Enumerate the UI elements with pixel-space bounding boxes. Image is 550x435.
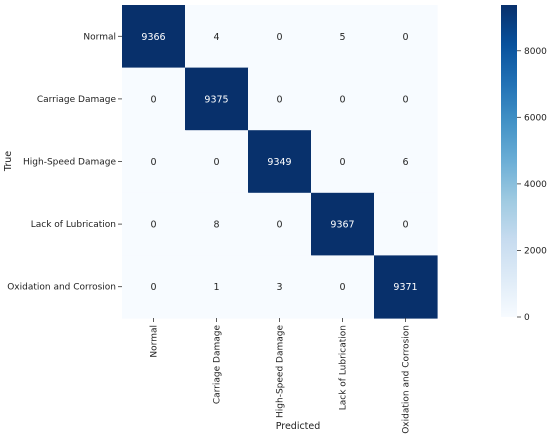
cell-value-label: 0 xyxy=(150,94,156,105)
heatmap-cell xyxy=(248,67,312,131)
heatmap-cell xyxy=(185,255,249,319)
colorbar-tick-label: 4000 xyxy=(524,180,547,190)
x-tick-label: Lack of Lubrication xyxy=(339,325,349,410)
cell-value-label: 0 xyxy=(276,220,282,231)
heatmap-cell xyxy=(374,255,438,319)
cell-value-label: 0 xyxy=(150,282,156,293)
heatmap-cell xyxy=(185,67,249,131)
heatmap-cell xyxy=(122,130,186,194)
x-tick-label: Oxidation and Corrosion xyxy=(402,325,412,434)
cell-value-label: 0 xyxy=(402,220,408,231)
y-tick-label: Lack of Lubrication xyxy=(31,220,116,230)
colorbar-tick-label: 6000 xyxy=(524,113,547,123)
colorbar-tick-label: 0 xyxy=(524,313,530,323)
heatmap-cell xyxy=(122,192,186,256)
cell-value-label: 0 xyxy=(339,94,345,105)
heatmap-cell xyxy=(374,67,438,131)
cell-value-label: 0 xyxy=(150,220,156,231)
cell-value-label: 0 xyxy=(213,157,219,168)
x-axis-label: Predicted xyxy=(276,421,321,432)
colorbar-tick-label: 2000 xyxy=(524,246,547,256)
cell-value-label: 0 xyxy=(402,94,408,105)
cell-value-label: 0 xyxy=(402,32,408,43)
cell-value-label: 0 xyxy=(150,157,156,168)
cell-value-label: 0 xyxy=(339,282,345,293)
heatmap-cell xyxy=(185,192,249,256)
y-tick-label: Carriage Damage xyxy=(37,95,117,105)
heatmap-cell xyxy=(122,255,186,319)
cell-value-label: 9349 xyxy=(267,157,291,168)
x-axis-ticks: Normal Carriage Damage High-Speed Damage La… xyxy=(150,318,412,434)
y-tick-label: High-Speed Damage xyxy=(23,158,116,168)
heatmap-cell xyxy=(311,130,375,194)
heatmap-cell xyxy=(374,130,438,194)
cell-value-label: 4 xyxy=(213,32,219,43)
x-tick-label: Normal xyxy=(150,325,160,358)
cell-value-label: 9367 xyxy=(330,220,354,231)
colorbar-tick-label: 8000 xyxy=(524,47,547,57)
cell-value-label: 1 xyxy=(213,282,219,293)
heatmap-cell xyxy=(122,5,186,69)
cell-value-label: 9375 xyxy=(204,94,228,105)
cell-value-label: 8 xyxy=(213,220,219,231)
y-tick-label: Normal xyxy=(83,32,116,42)
heatmap-cell xyxy=(248,130,312,194)
cell-value-label: 0 xyxy=(339,157,345,168)
x-tick-label: High-Speed Damage xyxy=(276,325,286,418)
heatmap-cell xyxy=(311,5,375,69)
heatmap-cell xyxy=(311,67,375,131)
cell-value-label: 6 xyxy=(402,157,408,168)
colorbar-ticks: 0 2000 4000 6000 8000 xyxy=(517,47,547,323)
heatmap-cell xyxy=(185,5,249,69)
heatmap-cell xyxy=(248,5,312,69)
heatmap-cell xyxy=(185,130,249,194)
heatmap-cells: 9366 4 0 5 0 0 9375 0 0 0 0 0 9349 0 6 0 8 0 9367 0 0 1 3 0 9371 xyxy=(122,5,438,319)
heatmap-cell xyxy=(374,5,438,69)
x-tick-label: Carriage Damage xyxy=(213,325,223,405)
heatmap-cell xyxy=(311,255,375,319)
heatmap-cell xyxy=(122,67,186,131)
heatmap-cell xyxy=(374,192,438,256)
cell-value-label: 0 xyxy=(276,32,282,43)
cell-value-label: 5 xyxy=(339,32,345,43)
heatmap-cell xyxy=(248,255,312,319)
heatmap-cell xyxy=(248,192,312,256)
heatmap-cell xyxy=(311,192,375,256)
y-axis-label: True xyxy=(3,151,14,172)
y-tick-label: Oxidation and Corrosion xyxy=(7,283,116,293)
cell-value-label: 9366 xyxy=(141,32,165,43)
y-axis-ticks: Normal Carriage Damage High-Speed Damage La… xyxy=(7,32,122,293)
cell-value-label: 9371 xyxy=(393,282,417,293)
colorbar xyxy=(501,5,517,317)
cell-value-label: 0 xyxy=(276,94,282,105)
cell-value-label: 3 xyxy=(276,282,282,293)
